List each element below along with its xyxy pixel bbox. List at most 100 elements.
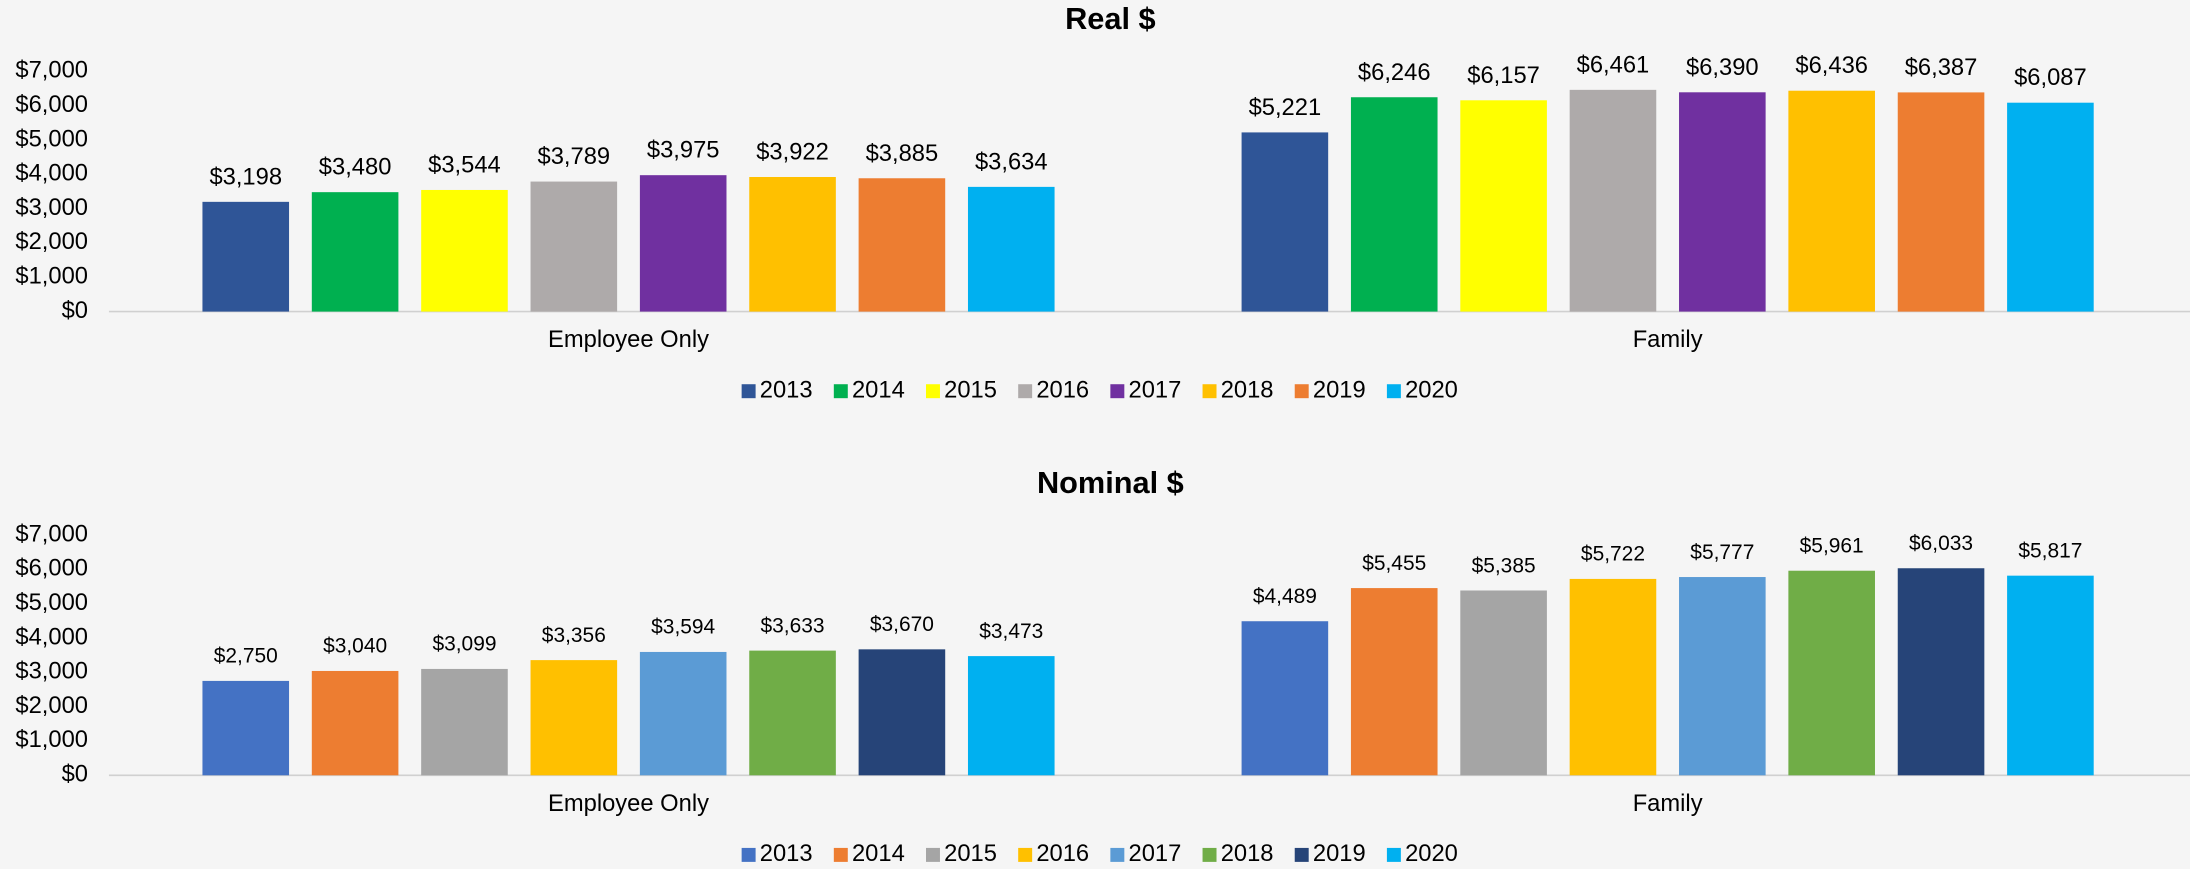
legend-label: 2016: [1036, 841, 1089, 867]
bar: [1897, 92, 1985, 312]
bar: [530, 660, 618, 776]
legend-label: 2017: [1129, 377, 1182, 403]
legend-swatch: [741, 847, 756, 862]
legend-swatch: [1018, 384, 1033, 399]
data-label: $3,594: [651, 616, 715, 639]
data-label: $3,922: [756, 140, 829, 166]
data-label: $3,885: [866, 141, 939, 167]
bar: [1460, 590, 1547, 776]
data-label: $3,040: [323, 635, 387, 658]
bar: [1350, 97, 1438, 312]
data-label: $3,198: [209, 164, 282, 190]
bar: [202, 201, 290, 312]
legend-swatch: [1202, 384, 1217, 399]
y-tick-label: $3,000: [15, 659, 88, 685]
data-label: $5,961: [1800, 535, 1864, 558]
legend-swatch: [1294, 847, 1309, 862]
y-tick-label: $6,000: [15, 556, 88, 582]
bar: [1679, 577, 1766, 776]
bar: [311, 192, 399, 312]
data-label: $6,387: [1905, 55, 1978, 81]
data-label: $3,099: [432, 633, 496, 656]
data-label: $6,246: [1358, 60, 1431, 86]
x-tick-label: Family: [1633, 791, 1703, 817]
bar: [858, 649, 946, 776]
legend-swatch: [741, 384, 756, 399]
legend-label: 2020: [1405, 377, 1458, 403]
bar: [1460, 100, 1547, 312]
bar: [311, 670, 399, 776]
data-label: $3,670: [870, 613, 934, 636]
legend-label: 2015: [944, 377, 997, 403]
data-label: $5,817: [2018, 539, 2082, 562]
legend-swatch: [1386, 847, 1401, 862]
data-label: $3,473: [979, 620, 1043, 643]
legend-label: 2015: [944, 841, 997, 867]
data-label: $3,634: [975, 149, 1048, 175]
legend-label: 2020: [1405, 841, 1458, 867]
bar: [967, 656, 1055, 776]
y-tick-label: $4,000: [15, 624, 88, 650]
legend-swatch: [833, 847, 848, 862]
y-tick-label: $0: [62, 298, 88, 324]
x-tick-label: Family: [1633, 327, 1703, 353]
legend-label: 2019: [1313, 377, 1366, 403]
data-label: $3,544: [428, 152, 501, 178]
chart-title: Real $: [1065, 1, 1156, 36]
data-label: $5,722: [1581, 543, 1645, 566]
legend-swatch: [833, 384, 848, 399]
bar: [967, 186, 1055, 312]
bar: [1679, 92, 1766, 312]
bar: [1569, 89, 1657, 312]
bar: [858, 178, 946, 312]
y-tick-label: $5,000: [15, 126, 88, 152]
y-tick-label: $2,000: [15, 693, 88, 719]
bar: [639, 651, 727, 776]
y-tick-label: $1,000: [15, 264, 88, 290]
legend-swatch: [1202, 847, 1217, 862]
bar: [1897, 568, 1985, 776]
legend-label: 2013: [760, 841, 813, 867]
data-label: $3,356: [542, 624, 606, 647]
bar: [421, 668, 508, 776]
legend-swatch: [1110, 384, 1125, 399]
data-label: $6,390: [1686, 55, 1759, 81]
bar: [2007, 102, 2094, 312]
data-label: $3,633: [761, 614, 825, 637]
data-label: $2,750: [214, 645, 278, 668]
y-tick-label: $6,000: [15, 92, 88, 118]
data-label: $6,461: [1577, 52, 1650, 78]
legend-swatch: [1294, 384, 1309, 399]
y-tick-label: $1,000: [15, 727, 88, 753]
y-tick-label: $2,000: [15, 229, 88, 255]
data-label: $5,221: [1249, 95, 1322, 121]
y-tick-label: $4,000: [15, 161, 88, 187]
legend-label: 2018: [1221, 841, 1274, 867]
legend-label: 2019: [1313, 841, 1366, 867]
bar: [1788, 570, 1875, 776]
data-label: $3,789: [538, 144, 611, 170]
bar: [749, 176, 836, 312]
bar: [1350, 588, 1438, 776]
data-label: $6,157: [1467, 63, 1540, 89]
y-tick-label: $7,000: [15, 58, 88, 84]
data-label: $3,975: [647, 138, 720, 164]
bar: [530, 181, 618, 312]
y-tick-label: $0: [62, 762, 88, 788]
legend-label: 2017: [1129, 841, 1182, 867]
legend-swatch: [926, 384, 940, 399]
data-label: $4,489: [1253, 585, 1317, 608]
bar: [1569, 578, 1657, 776]
bar: [1241, 132, 1329, 312]
legend-swatch: [926, 847, 940, 862]
bar: [1788, 90, 1875, 312]
bar: [421, 189, 508, 312]
data-label: $5,777: [1690, 541, 1754, 564]
legend-swatch: [1018, 847, 1033, 862]
data-label: $6,436: [1795, 53, 1868, 79]
x-tick-label: Employee Only: [548, 327, 709, 353]
data-label: $5,455: [1362, 552, 1426, 575]
bar: [749, 650, 836, 776]
bar: [202, 680, 290, 776]
